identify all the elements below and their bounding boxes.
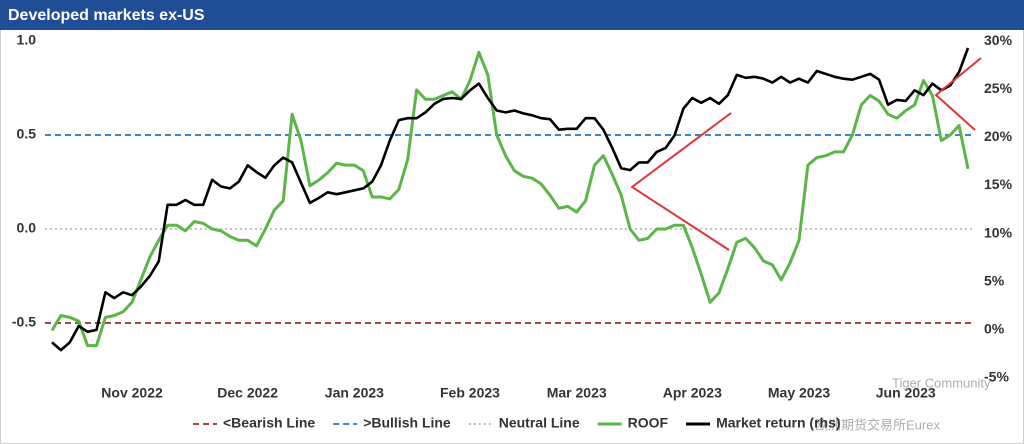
y2-tick-label: 5%: [984, 272, 1005, 288]
legend-label: ROOF: [628, 415, 669, 431]
annotation-arrows: [630, 57, 982, 251]
y-tick-label: 0.0: [17, 220, 37, 236]
title-bar: [0, 0, 1024, 30]
x-tick-label: Dec 2022: [217, 385, 278, 401]
y2-tick-label: -5%: [984, 369, 1009, 385]
watermark: 欧洲期货交易所Eurex: [815, 417, 940, 432]
legend: <Bearish Line >Bullish Line Neutral Line RO…: [193, 415, 841, 431]
y-tick-label: 1.0: [17, 32, 37, 48]
legend-label: <Bearish Line: [223, 415, 315, 431]
legend-label: Market return (rhs): [716, 415, 840, 431]
y2-tick-label: 0%: [984, 321, 1005, 337]
x-tick-label: Jan 2023: [325, 385, 384, 401]
chart-title: Developed markets ex-US: [8, 7, 205, 24]
x-tick-label: Jun 2023: [876, 385, 936, 401]
legend-label: Neutral Line: [499, 415, 580, 431]
divergence-marker: [630, 112, 732, 251]
y2-tick-label: 25%: [984, 80, 1013, 96]
y-tick-label: 0.5: [17, 126, 37, 142]
y2-tick-label: 15%: [984, 176, 1013, 192]
watermark: Tiger Community: [892, 375, 991, 390]
x-tick-label: Mar 2023: [547, 385, 607, 401]
y2-tick-label: 10%: [984, 224, 1013, 240]
y-tick-label: -0.5: [12, 314, 36, 330]
y2-tick-label: 20%: [984, 128, 1013, 144]
divergence-marker: [934, 57, 982, 131]
legend-label: >Bullish Line: [363, 415, 451, 431]
y2-tick-label: 30%: [984, 32, 1013, 48]
series-line: [51, 47, 970, 352]
x-tick-label: Apr 2023: [663, 385, 722, 401]
x-tick-label: Nov 2022: [101, 385, 163, 401]
x-tick-label: Feb 2023: [440, 385, 500, 401]
x-tick-label: May 2023: [768, 385, 830, 401]
series-line: [50, 50, 970, 348]
plot-area: -0.5 0.0 0.5 1.0 -5% 0% 5% 10% 15% 20% 25% 30% Nov 2…: [12, 32, 1013, 401]
